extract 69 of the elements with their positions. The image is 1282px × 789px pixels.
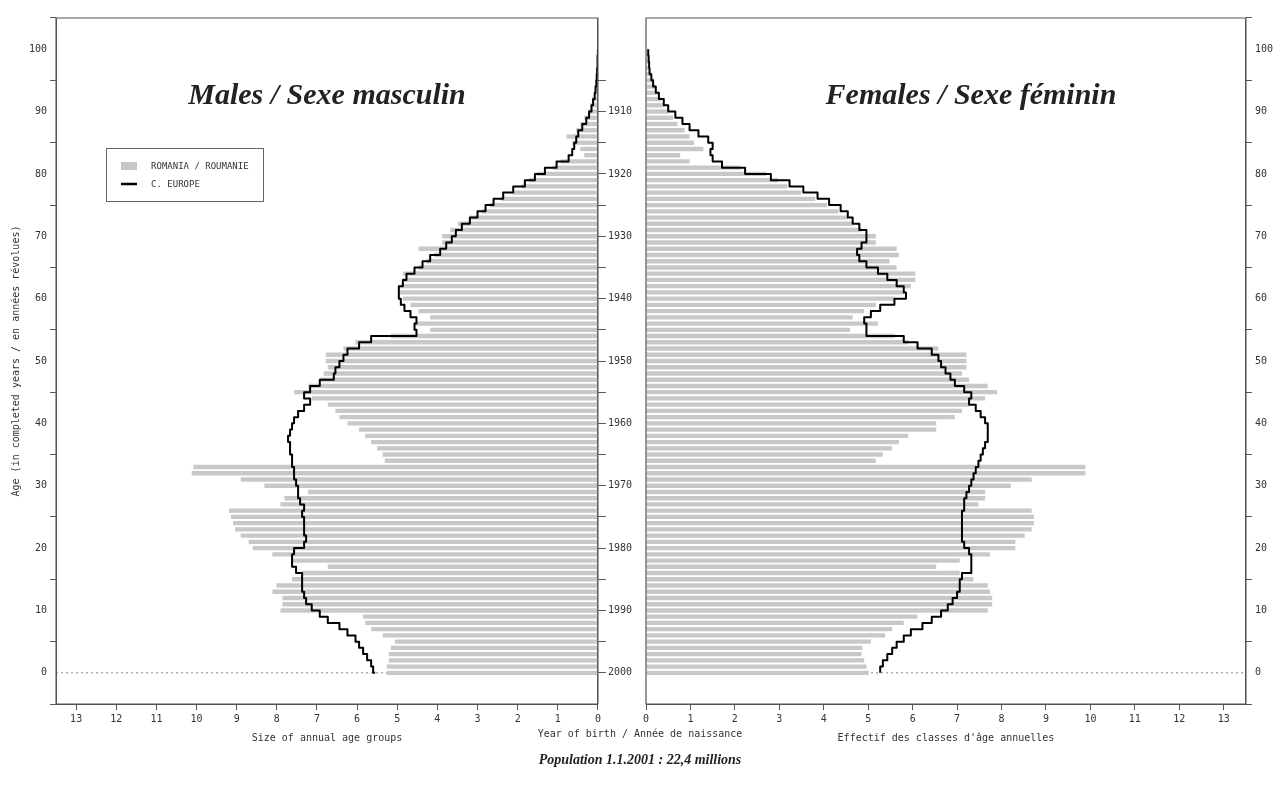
x-tick-label: 11 [1128, 712, 1141, 724]
y2-tick-label: 1990 [607, 604, 633, 616]
y2-tick-label: 1930 [607, 229, 633, 241]
text: Females / Sexe féminin [824, 76, 1117, 110]
y2-tick-label: 1950 [607, 354, 633, 366]
y2-tick-label: 1970 [607, 479, 633, 491]
x-tick-label: 12 [110, 712, 123, 724]
x-tick-label: 3 [474, 712, 481, 724]
x-tick-label: 8 [273, 712, 280, 724]
y-tick-label: 50 [1254, 354, 1267, 366]
x-tick-label: 11 [150, 712, 163, 724]
y-tick-label: 20 [35, 541, 48, 553]
x-tick-label: 4 [820, 712, 827, 724]
text: Population 1.1.2001 : 22,4 millions [538, 752, 742, 768]
x-axis-title: Effectif des classes d'âge annuelles [837, 731, 1055, 743]
y-tick-label: 60 [1254, 292, 1267, 304]
x-tick-label: 13 [70, 712, 83, 724]
y2-tick-label: 2000 [607, 666, 633, 678]
y-tick-label: 30 [1254, 479, 1267, 491]
y-tick-label: 10 [1254, 604, 1267, 616]
y-tick-label: 70 [35, 229, 48, 241]
y-tick-label: 90 [1254, 105, 1267, 117]
x-tick-label: 5 [394, 712, 401, 724]
y-tick-label: 90 [35, 105, 48, 117]
y2-tick-label: 1980 [607, 541, 633, 553]
y-tick-label: 30 [35, 479, 48, 491]
x-tick-label: 8 [998, 712, 1005, 724]
legend-label: C. EUROPE [151, 179, 200, 189]
x-tick-label: 6 [354, 712, 361, 724]
x-tick-label: 3 [776, 712, 783, 724]
y-tick-label: 70 [1254, 229, 1267, 241]
x-tick-label: 7 [954, 712, 961, 724]
x-tick-label: 5 [865, 712, 872, 724]
x-tick-label: 10 [1084, 712, 1097, 724]
y-tick-label: 10 [35, 604, 48, 616]
x-tick-label: 9 [1042, 712, 1049, 724]
x-tick-label: 9 [233, 712, 240, 724]
y2-tick-label: 1960 [607, 416, 633, 428]
x-tick-label: 2 [514, 712, 521, 724]
x-tick-label: 4 [434, 712, 441, 724]
x-tick-label: 7 [313, 712, 320, 724]
y-tick-label: 0 [41, 666, 48, 678]
x-tick-label: 6 [909, 712, 916, 724]
y-tick-label: 80 [1254, 167, 1267, 179]
x-tick-label: 12 [1173, 712, 1186, 724]
x-tick-label: 1 [554, 712, 561, 724]
y-tick-label: 20 [1254, 541, 1267, 553]
y-tick-label: 100 [29, 42, 48, 54]
x-tick-label: 0 [642, 712, 650, 724]
y-tick-label: 0 [1254, 666, 1261, 678]
y-tick-label: 50 [35, 354, 48, 366]
y2-tick-label: 1910 [607, 105, 633, 117]
x-tick-label: 0 [594, 712, 601, 724]
y-tick-label: 80 [35, 167, 48, 179]
y2-tick-label: 1940 [607, 292, 633, 304]
x-tick-label: 13 [1217, 712, 1230, 724]
y-tick-label: 40 [35, 416, 48, 428]
y-tick-label: 60 [35, 292, 48, 304]
y-tick-label: 40 [1254, 416, 1267, 428]
y2-axis-title: Year of birth / Année de naissance [537, 728, 743, 739]
text: Males / Sexe masculin [187, 76, 466, 110]
x-tick-label: 1 [687, 712, 694, 724]
x-tick-label: 10 [190, 712, 203, 724]
y-axis-title: Age (in completed years / en années révolues) [9, 225, 21, 497]
y-tick-label: 100 [1254, 42, 1273, 54]
x-tick-label: 2 [731, 712, 738, 724]
legend-label: ROMANIA / ROUMANIE [151, 161, 249, 171]
y2-tick-label: 1920 [607, 167, 633, 179]
x-axis-title: Size of annual age groups [251, 731, 403, 743]
